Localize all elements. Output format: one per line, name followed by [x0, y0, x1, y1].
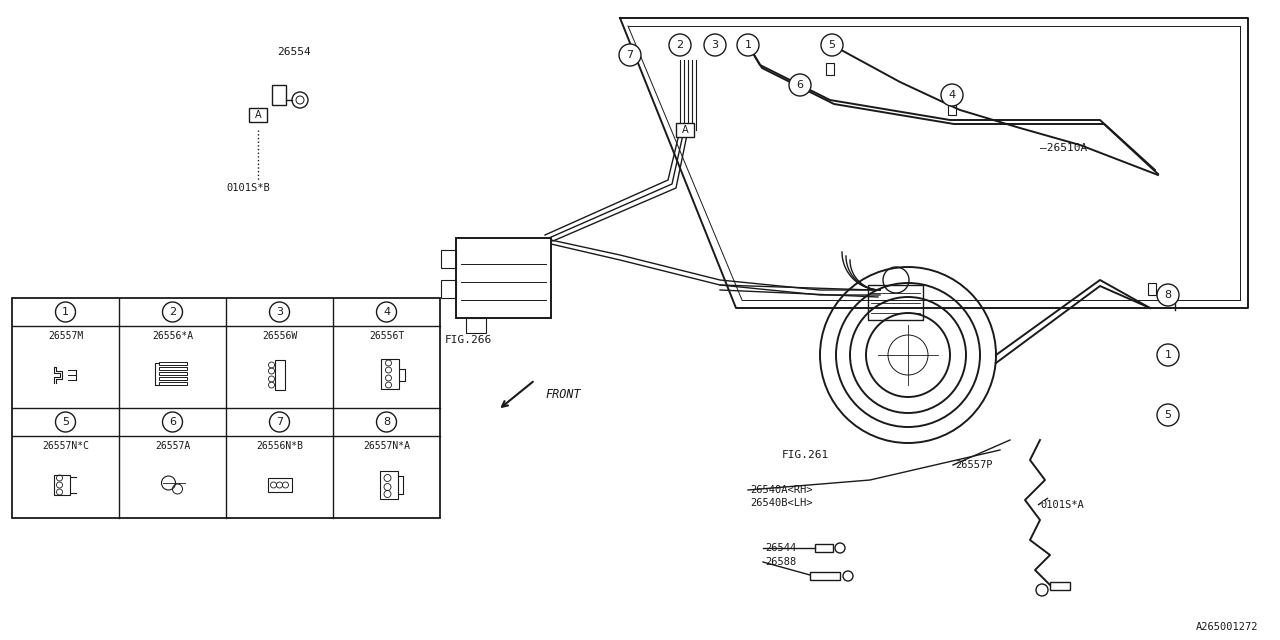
Text: 0101S*B: 0101S*B [227, 183, 270, 193]
Text: A: A [682, 125, 689, 135]
Text: 5: 5 [61, 417, 69, 427]
Text: 0101S*A: 0101S*A [1039, 500, 1084, 510]
Bar [456, 238, 550, 318]
Bar [1148, 283, 1156, 295]
Circle shape [270, 412, 289, 432]
Bar [54, 475, 69, 495]
Text: FIG.261: FIG.261 [781, 450, 828, 460]
Bar [1050, 582, 1070, 590]
Circle shape [1157, 404, 1179, 426]
Text: 1: 1 [1165, 350, 1171, 360]
Text: 26556W: 26556W [262, 331, 297, 341]
Bar [268, 478, 292, 492]
Text: FIG.266: FIG.266 [444, 335, 492, 345]
Bar [159, 376, 187, 380]
Text: FRONT: FRONT [545, 388, 581, 401]
Text: 2: 2 [169, 307, 177, 317]
Bar [810, 572, 840, 580]
Text: 26588: 26588 [765, 557, 796, 567]
Circle shape [1157, 344, 1179, 366]
Bar [159, 381, 187, 385]
Bar [159, 371, 187, 375]
Circle shape [669, 34, 691, 56]
Bar [159, 367, 187, 370]
Text: 6: 6 [796, 80, 804, 90]
Circle shape [376, 412, 397, 432]
Circle shape [737, 34, 759, 56]
Text: 8: 8 [1165, 290, 1171, 300]
Circle shape [704, 34, 726, 56]
Circle shape [620, 44, 641, 66]
Text: 26554: 26554 [278, 47, 311, 57]
Bar [466, 318, 486, 333]
Circle shape [55, 302, 76, 322]
Circle shape [163, 302, 183, 322]
Circle shape [376, 302, 397, 322]
Text: 3: 3 [712, 40, 718, 50]
Text: 7: 7 [626, 50, 634, 60]
Bar [948, 103, 956, 115]
Bar [273, 85, 285, 105]
Text: 26557M: 26557M [47, 331, 83, 341]
Text: A: A [255, 110, 261, 120]
Text: 4: 4 [948, 90, 956, 100]
Text: 8: 8 [383, 417, 390, 427]
Text: A265001272: A265001272 [1196, 622, 1258, 632]
Text: 26556T: 26556T [369, 331, 404, 341]
Bar [250, 108, 268, 122]
Text: 1: 1 [61, 307, 69, 317]
Text: 6: 6 [169, 417, 177, 427]
Bar [676, 123, 694, 137]
Bar [442, 280, 456, 298]
Bar [159, 362, 187, 365]
Circle shape [941, 84, 963, 106]
Circle shape [788, 74, 812, 96]
Bar [868, 285, 923, 320]
Text: 3: 3 [276, 307, 283, 317]
Text: 5: 5 [828, 40, 836, 50]
Text: 26540A<RH>: 26540A<RH> [750, 485, 813, 495]
Text: 26557A: 26557A [155, 441, 191, 451]
Text: 26544: 26544 [765, 543, 796, 553]
Text: 26556N*B: 26556N*B [256, 441, 303, 451]
Text: 2: 2 [676, 40, 684, 50]
Text: 26556*A: 26556*A [152, 331, 193, 341]
Bar [379, 471, 398, 499]
Circle shape [1157, 284, 1179, 306]
Text: 26557N*C: 26557N*C [42, 441, 90, 451]
Text: 26557P: 26557P [955, 460, 992, 470]
Bar [442, 250, 456, 268]
Bar [12, 298, 440, 518]
Circle shape [820, 34, 844, 56]
Bar [380, 359, 398, 389]
Text: —26510A: —26510A [1039, 143, 1087, 153]
Text: 1: 1 [745, 40, 751, 50]
Circle shape [163, 412, 183, 432]
Text: 7: 7 [276, 417, 283, 427]
Circle shape [55, 412, 76, 432]
Circle shape [270, 302, 289, 322]
Text: 26540B<LH>: 26540B<LH> [750, 498, 813, 508]
Text: 4: 4 [383, 307, 390, 317]
Bar [826, 63, 835, 75]
Bar [815, 544, 833, 552]
Bar [274, 360, 284, 390]
Text: 5: 5 [1165, 410, 1171, 420]
Text: 26557N*A: 26557N*A [364, 441, 410, 451]
